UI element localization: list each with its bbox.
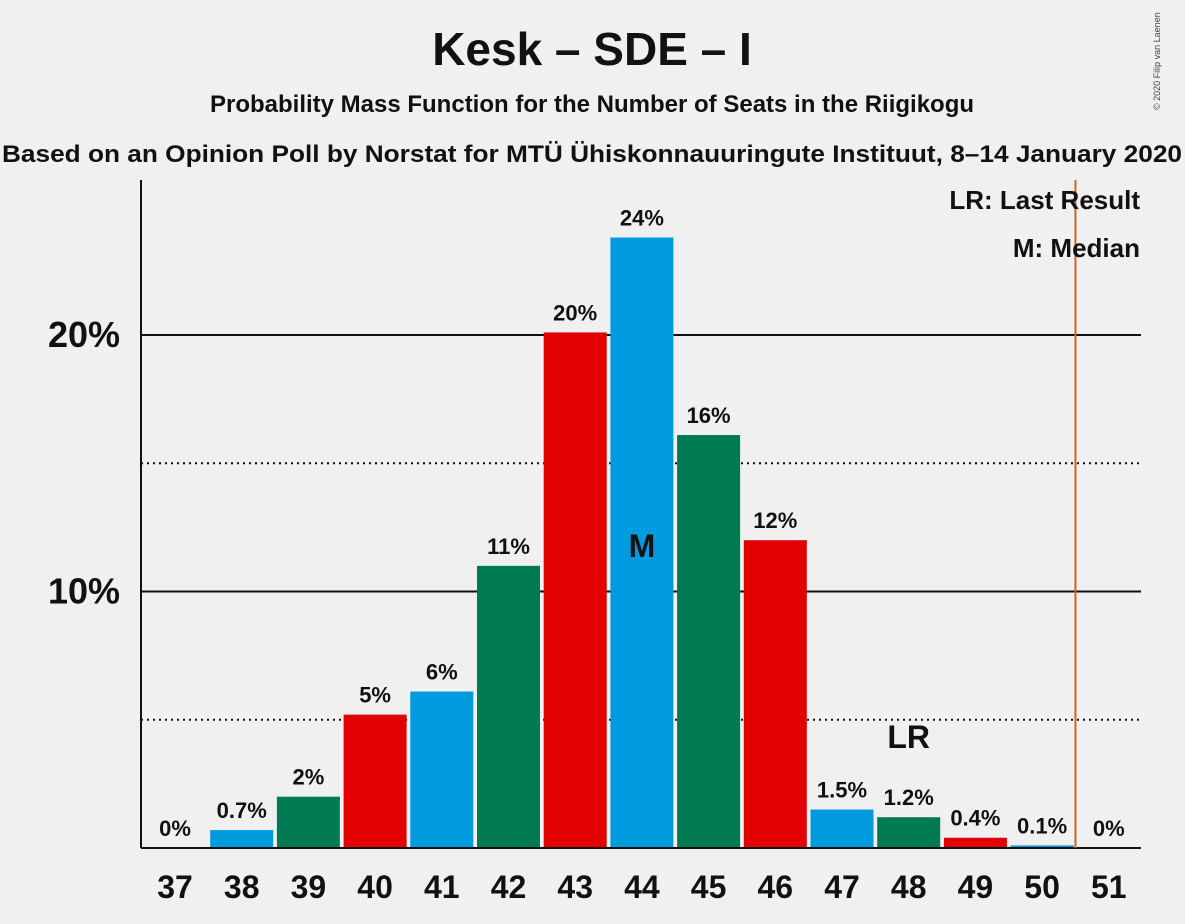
- x-tick-label: 51: [1091, 869, 1127, 905]
- bar: [877, 817, 941, 848]
- x-tick-label: 44: [624, 869, 660, 905]
- bar-value-label: 16%: [687, 403, 731, 428]
- bar-value-label: 0%: [159, 816, 191, 841]
- x-tick-label: 39: [291, 869, 327, 905]
- bar-value-label: 6%: [426, 660, 458, 685]
- y-tick-labels: 10% 20%: [48, 314, 120, 612]
- bar: [410, 691, 474, 848]
- bar: [210, 830, 274, 848]
- bar-value-label: 2%: [293, 765, 325, 790]
- bar-value-label: 1.5%: [817, 778, 867, 803]
- y-tick-label: 20%: [48, 314, 120, 355]
- bar: [810, 809, 874, 848]
- bar: [1010, 845, 1074, 848]
- legend-last-result: LR: Last Result: [949, 185, 1140, 215]
- bar-value-label: 0.7%: [217, 798, 267, 823]
- x-tick-labels: 37 38 39 40 41 42 43 44 45 46 47 48 49 50 51: [157, 869, 1126, 905]
- x-tick-label: 37: [157, 869, 193, 905]
- copyright-note: © 2020 Filip van Laenen: [1152, 12, 1162, 110]
- x-tick-label: 48: [891, 869, 927, 905]
- legend-median: M: Median: [1013, 233, 1140, 263]
- bar-value-label: 0.1%: [1017, 813, 1067, 838]
- bar: [477, 565, 540, 848]
- chart-title: Kesk – SDE – I: [432, 23, 752, 75]
- bar: [543, 332, 607, 848]
- bar: [943, 837, 1007, 848]
- bar-value-label: 0%: [1093, 816, 1125, 841]
- bar-value-label: 11%: [487, 534, 530, 559]
- value-labels: 0% 0.7% 2% 5% 6% 11% 20% 24% 16% 12% 1.5% 1.2% 0.4% 0…: [159, 206, 1125, 841]
- bar-value-label: 20%: [553, 300, 597, 325]
- bar: [743, 540, 807, 848]
- bars: [210, 237, 1074, 848]
- bar: [610, 237, 674, 848]
- chart-subtitle-source: Based on an Opinion Poll by Norstat for …: [2, 141, 1182, 168]
- x-tick-label: 40: [357, 869, 393, 905]
- x-tick-label: 43: [557, 869, 593, 905]
- bar: [343, 714, 407, 848]
- chart-subtitle: Probability Mass Function for the Number…: [210, 91, 974, 118]
- bar: [677, 435, 741, 848]
- bar-value-label: 24%: [620, 206, 664, 231]
- x-tick-label: 38: [224, 869, 260, 905]
- bar-value-label: 0.4%: [950, 806, 1000, 831]
- x-tick-label: 42: [491, 869, 527, 905]
- last-result-marker: LR: [887, 719, 930, 755]
- bar: [276, 796, 340, 848]
- x-tick-label: 50: [1024, 869, 1060, 905]
- bar-value-label: 12%: [753, 508, 797, 533]
- x-tick-label: 49: [958, 869, 994, 905]
- bar-value-label: 5%: [359, 683, 391, 708]
- x-tick-label: 45: [691, 869, 727, 905]
- y-tick-label: 10%: [48, 571, 120, 612]
- bar-value-label: 1.2%: [884, 785, 934, 810]
- x-tick-label: 41: [424, 869, 460, 905]
- median-marker: M: [629, 528, 656, 564]
- x-tick-label: 47: [824, 869, 860, 905]
- x-tick-label: 46: [758, 869, 794, 905]
